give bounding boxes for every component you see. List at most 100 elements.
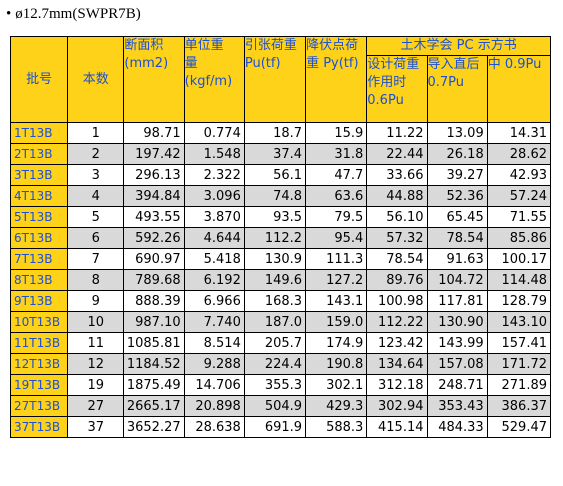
weight-cell: 9.288 xyxy=(183,353,245,375)
design-cell: 57.32 xyxy=(366,227,428,249)
area-cell: 789.68 xyxy=(123,269,185,291)
design-cell: 33.66 xyxy=(366,164,428,186)
yield-cell: 190.8 xyxy=(305,353,368,375)
area-cell: 3652.27 xyxy=(123,416,185,438)
caption-text: ø12.7mm(SWPR7B) xyxy=(15,6,141,22)
table-row: 1T13B 1 98.71 0.774 18.7 15.9 11.22 13.09 14.31 xyxy=(9,122,552,144)
intro-cell: 484.33 xyxy=(426,416,488,438)
table-row: 37T13B 37 3652.27 28.638 691.9 588.3 415.14 484… xyxy=(9,416,552,438)
area-cell: 2665.17 xyxy=(123,395,185,417)
area-cell: 1875.49 xyxy=(123,374,185,396)
tensile-cell: 130.9 xyxy=(243,248,307,270)
header-after-intro: 导入直后 0.7Pu xyxy=(426,55,488,123)
mid-cell: 100.17 xyxy=(486,248,552,270)
table-row: 9T13B 9 888.39 6.966 168.3 143.1 100.98 117.81 1… xyxy=(9,290,552,312)
header-line: 重 Py(tf) xyxy=(306,56,359,71)
design-cell: 312.18 xyxy=(366,374,428,396)
count-cell: 7 xyxy=(67,248,125,270)
tensile-cell: 56.1 xyxy=(243,164,307,186)
lot-cell: 2T13B xyxy=(9,143,69,165)
intro-cell: 353.43 xyxy=(426,395,488,417)
header-line: (mm2) xyxy=(124,56,169,71)
intro-cell: 13.09 xyxy=(426,122,488,144)
header-line: 0.7Pu xyxy=(427,75,465,90)
header-count: 本数 xyxy=(67,36,125,123)
lot-cell: 27T13B xyxy=(9,395,69,417)
header-mid: 中 0.9Pu xyxy=(486,55,552,123)
yield-cell: 429.3 xyxy=(305,395,368,417)
weight-cell: 5.418 xyxy=(183,248,245,270)
intro-cell: 104.72 xyxy=(426,269,488,291)
tensile-cell: 149.6 xyxy=(243,269,307,291)
area-cell: 987.10 xyxy=(123,311,185,333)
header-yield-load: 降伏点荷重 Py(tf) xyxy=(305,36,368,123)
weight-cell: 1.548 xyxy=(183,143,245,165)
area-cell: 690.97 xyxy=(123,248,185,270)
area-cell: 888.39 xyxy=(123,290,185,312)
table-row: 10T13B 10 987.10 7.740 187.0 159.0 112.22 130.9… xyxy=(9,311,552,333)
count-cell: 3 xyxy=(67,164,125,186)
mid-cell: 114.48 xyxy=(486,269,552,291)
table-row: 19T13B 19 1875.49 14.706 355.3 302.1 312.18 248… xyxy=(9,374,552,396)
yield-cell: 47.7 xyxy=(305,164,368,186)
mid-cell: 28.62 xyxy=(486,143,552,165)
tensile-cell: 168.3 xyxy=(243,290,307,312)
table-row: 2T13B 2 197.42 1.548 37.4 31.8 22.44 26.18 28.62 xyxy=(9,143,552,165)
count-cell: 2 xyxy=(67,143,125,165)
table-row: 27T13B 27 2665.17 20.898 504.9 429.3 302.94 353… xyxy=(9,395,552,417)
table-row: 5T13B 5 493.55 3.870 93.5 79.5 56.10 65.45 71.55 xyxy=(9,206,552,228)
count-cell: 19 xyxy=(67,374,125,396)
lot-cell: 6T13B xyxy=(9,227,69,249)
design-cell: 78.54 xyxy=(366,248,428,270)
yield-cell: 31.8 xyxy=(305,143,368,165)
area-cell: 394.84 xyxy=(123,185,185,207)
lot-cell: 9T13B xyxy=(9,290,69,312)
weight-cell: 2.322 xyxy=(183,164,245,186)
yield-cell: 159.0 xyxy=(305,311,368,333)
header-line: 单位重 xyxy=(184,38,224,53)
design-cell: 22.44 xyxy=(366,143,428,165)
yield-cell: 143.1 xyxy=(305,290,368,312)
tensile-cell: 224.4 xyxy=(243,353,307,375)
design-cell: 44.88 xyxy=(366,185,428,207)
table-row: 7T13B 7 690.97 5.418 130.9 111.3 78.54 91.63 100… xyxy=(9,248,552,270)
header-jsce-group: 土木学会 PC 示方书 xyxy=(366,36,551,56)
count-cell: 5 xyxy=(67,206,125,228)
count-cell: 27 xyxy=(67,395,125,417)
weight-cell: 28.638 xyxy=(183,416,245,438)
header-line: 导入直后 xyxy=(427,57,480,72)
lot-cell: 19T13B xyxy=(9,374,69,396)
yield-cell: 588.3 xyxy=(305,416,368,438)
tensile-cell: 93.5 xyxy=(243,206,307,228)
mid-cell: 271.89 xyxy=(486,374,552,396)
tensile-cell: 691.9 xyxy=(243,416,307,438)
weight-cell: 6.192 xyxy=(183,269,245,291)
header-line: 断面积 xyxy=(124,38,164,53)
header-lot: 批号 xyxy=(9,36,69,123)
header-line: 量 xyxy=(184,56,198,71)
weight-cell: 8.514 xyxy=(183,332,245,354)
lot-cell: 5T13B xyxy=(9,206,69,228)
design-cell: 56.10 xyxy=(366,206,428,228)
lot-cell: 11T13B xyxy=(9,332,69,354)
design-cell: 100.98 xyxy=(366,290,428,312)
lot-cell: 3T13B xyxy=(9,164,69,186)
lot-cell: 37T13B xyxy=(9,416,69,438)
design-cell: 89.76 xyxy=(366,269,428,291)
bullet: • xyxy=(6,6,12,22)
lot-cell: 7T13B xyxy=(9,248,69,270)
intro-cell: 78.54 xyxy=(426,227,488,249)
count-cell: 8 xyxy=(67,269,125,291)
area-cell: 493.55 xyxy=(123,206,185,228)
area-cell: 296.13 xyxy=(123,164,185,186)
header-weight: 单位重量 (kgf/m) xyxy=(183,36,245,123)
tensile-cell: 355.3 xyxy=(243,374,307,396)
count-cell: 11 xyxy=(67,332,125,354)
area-cell: 98.71 xyxy=(123,122,185,144)
area-cell: 197.42 xyxy=(123,143,185,165)
header-tensile-load: 引张荷重 Pu(tf) xyxy=(243,36,307,123)
weight-cell: 14.706 xyxy=(183,374,245,396)
header-line: 降伏点荷 xyxy=(306,38,359,53)
tensile-cell: 504.9 xyxy=(243,395,307,417)
intro-cell: 26.18 xyxy=(426,143,488,165)
